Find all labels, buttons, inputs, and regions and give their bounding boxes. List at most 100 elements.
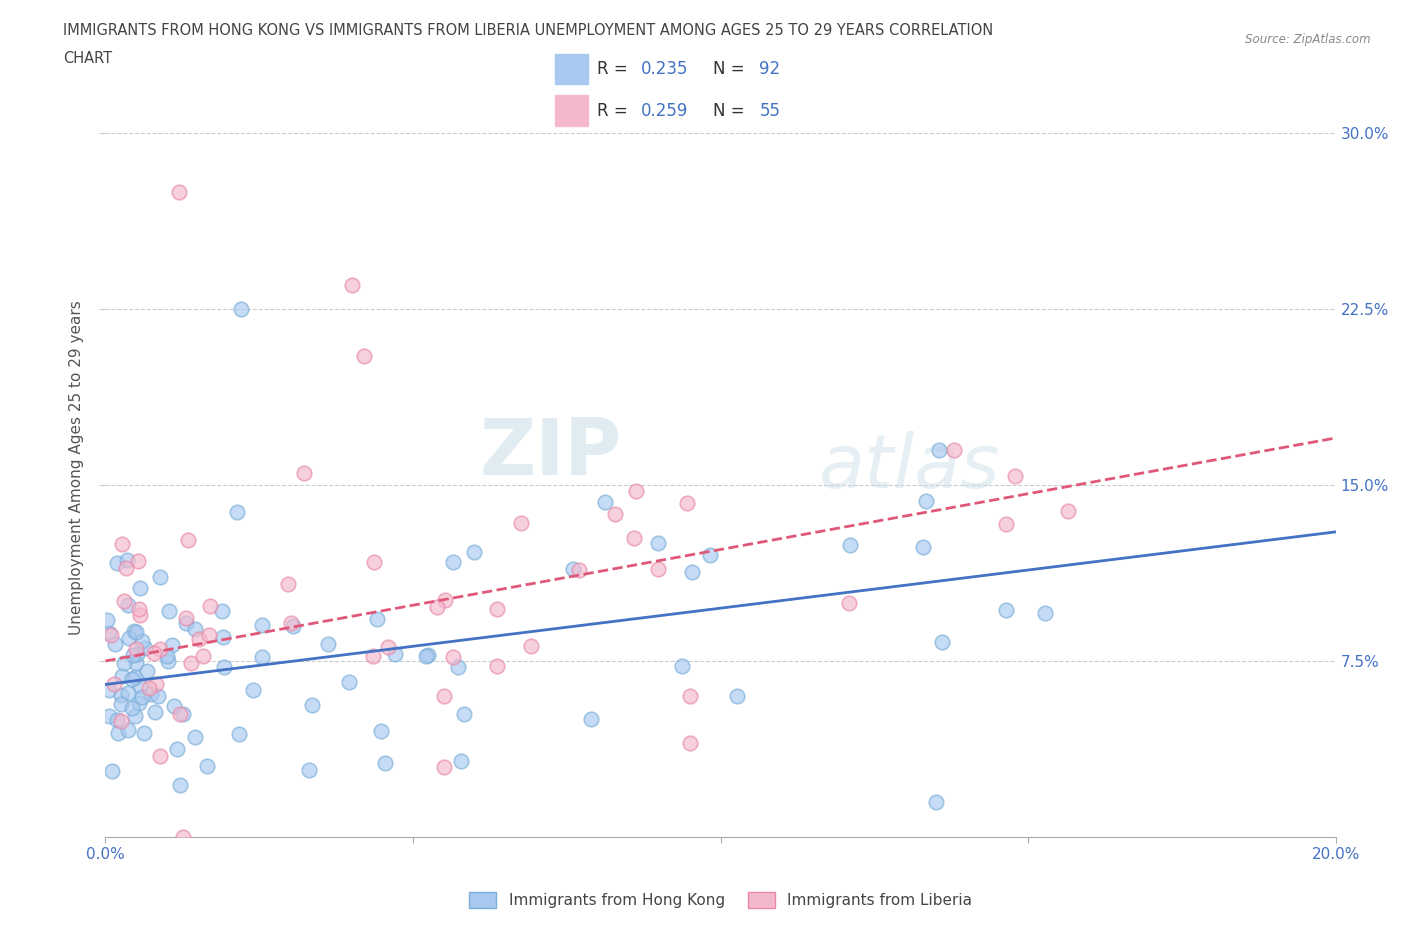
Point: [131, 633, 153, 648]
Point: [127, 646, 149, 661]
Point: [676, 496, 699, 511]
Point: [184, 621, 207, 636]
Point: [121, 671, 143, 686]
Point: [172, 830, 194, 844]
Point: [374, 755, 396, 770]
Point: [143, 704, 166, 719]
Point: [450, 753, 472, 768]
Point: [163, 698, 186, 713]
Point: [110, 697, 132, 711]
Point: [212, 630, 235, 644]
Y-axis label: Unemployment Among Ages 25 to 29 years: Unemployment Among Ages 25 to 29 years: [69, 300, 84, 634]
Point: [283, 619, 305, 634]
Point: [191, 648, 214, 663]
Point: [1004, 469, 1026, 484]
Text: CHART: CHART: [63, 51, 112, 66]
Point: [149, 749, 172, 764]
Bar: [554, 54, 588, 85]
Point: [250, 618, 273, 632]
Point: [169, 777, 191, 792]
Point: [838, 596, 860, 611]
Point: [125, 624, 148, 639]
Point: [111, 669, 134, 684]
Point: [361, 649, 384, 664]
Point: [671, 658, 693, 673]
Point: [463, 544, 485, 559]
Point: [363, 554, 385, 569]
Point: [138, 681, 160, 696]
Point: [485, 602, 508, 617]
Point: [156, 654, 179, 669]
Point: [156, 648, 179, 663]
Point: [353, 349, 375, 364]
Point: [928, 443, 950, 458]
Point: [242, 683, 264, 698]
Point: [624, 484, 647, 498]
Point: [117, 723, 139, 737]
Point: [97, 625, 120, 640]
Point: [1033, 605, 1056, 620]
Text: R =: R =: [598, 60, 634, 78]
Point: [180, 656, 202, 671]
Point: [280, 616, 302, 631]
Point: [174, 616, 197, 631]
Point: [128, 696, 150, 711]
Text: 0.259: 0.259: [641, 101, 688, 120]
Point: [117, 598, 139, 613]
Text: N =: N =: [713, 60, 749, 78]
Point: [198, 599, 221, 614]
Point: [433, 689, 456, 704]
Point: [292, 465, 315, 480]
Point: [679, 736, 702, 751]
Bar: [554, 95, 588, 126]
Point: [177, 533, 200, 548]
Text: 0.235: 0.235: [641, 60, 688, 78]
Point: [101, 764, 124, 778]
Point: [416, 647, 439, 662]
Point: [370, 724, 392, 738]
Point: [568, 563, 591, 578]
Point: [115, 552, 138, 567]
Point: [647, 562, 669, 577]
Point: [340, 278, 363, 293]
Text: Source: ZipAtlas.com: Source: ZipAtlas.com: [1246, 33, 1371, 46]
Point: [117, 686, 139, 701]
Point: [725, 689, 748, 704]
Point: [647, 536, 669, 551]
Point: [434, 592, 457, 607]
Point: [486, 659, 509, 674]
Point: [931, 635, 953, 650]
Text: N =: N =: [713, 101, 749, 120]
Point: [118, 631, 141, 645]
Point: [441, 554, 464, 569]
Point: [172, 707, 194, 722]
Point: [415, 648, 437, 663]
Point: [105, 555, 128, 570]
Point: [623, 531, 645, 546]
Point: [125, 656, 148, 671]
Point: [995, 603, 1018, 618]
Point: [1057, 504, 1080, 519]
Point: [229, 301, 252, 316]
Point: [103, 677, 125, 692]
Point: [131, 689, 153, 704]
Point: [838, 538, 860, 552]
Point: [915, 494, 938, 509]
Text: IMMIGRANTS FROM HONG KONG VS IMMIGRANTS FROM LIBERIA UNEMPLOYMENT AMONG AGES 25 : IMMIGRANTS FROM HONG KONG VS IMMIGRANTS …: [63, 23, 994, 38]
Point: [107, 725, 129, 740]
Point: [301, 698, 323, 713]
Point: [146, 689, 169, 704]
Point: [925, 794, 948, 809]
Point: [699, 548, 721, 563]
Point: [211, 604, 233, 618]
Point: [593, 495, 616, 510]
Point: [98, 682, 121, 697]
Point: [453, 707, 475, 722]
Point: [105, 712, 128, 727]
Point: [188, 631, 211, 646]
Point: [112, 656, 135, 671]
Point: [128, 602, 150, 617]
Point: [142, 645, 165, 660]
Point: [316, 636, 339, 651]
Point: [112, 593, 135, 608]
